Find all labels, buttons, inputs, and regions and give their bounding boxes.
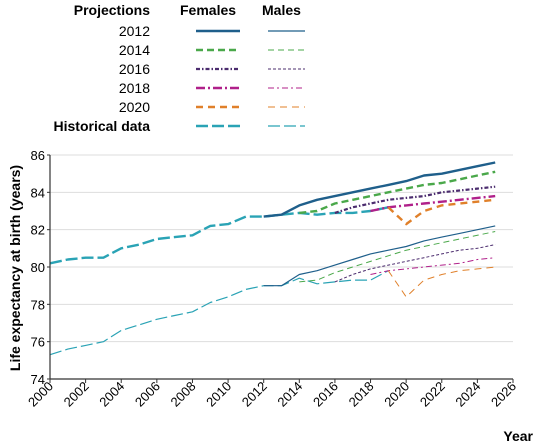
series-line-2016-males	[334, 244, 496, 283]
x-tick-label-2016: 2016	[310, 379, 341, 410]
y-axis-title: Life expectancy at birth (years)	[7, 165, 23, 371]
x-tick-label-2022: 2022	[417, 379, 448, 410]
series-line-2018-females	[370, 194, 496, 213]
legend-header-males: Males	[262, 2, 301, 18]
x-tick-label-2024: 2024	[452, 379, 483, 410]
y-tick-label-74: 74	[31, 372, 45, 387]
legend-label-2018: 2018	[119, 80, 150, 96]
legend-entries: 2012 2014 2016 2018 2020 Historical data	[54, 23, 305, 134]
legend: Projections Females Males 20122014201620…	[54, 2, 305, 134]
series-line-2014-males	[299, 231, 496, 283]
x-tick-label-2002: 2002	[61, 379, 92, 410]
legend-label-2012: 2012	[119, 23, 150, 39]
series-line-2020-females	[387, 198, 496, 226]
y-tick-label-78: 78	[31, 297, 45, 312]
y-tick-label-82: 82	[31, 223, 45, 238]
series-line-2014-females	[299, 170, 496, 215]
legend-header-projections: Projections	[74, 2, 150, 18]
x-tick-label-2020: 2020	[381, 379, 412, 410]
series-line-2012-males	[263, 225, 496, 287]
y-tick-label-80: 80	[31, 260, 45, 275]
x-tick-label-2018: 2018	[346, 379, 377, 410]
x-tick-label-2006: 2006	[132, 379, 163, 410]
legend-label-2020: 2020	[119, 99, 150, 115]
series-lines	[49, 161, 496, 356]
y-tick-label-86: 86	[31, 148, 45, 163]
series-line-2016-females	[334, 185, 496, 214]
series-line-2020-males	[387, 266, 496, 298]
legend-header-females: Females	[180, 2, 236, 18]
x-tick-label-2004: 2004	[96, 379, 127, 410]
series-line-historical-data-males	[49, 270, 389, 356]
x-axis-title: Year	[503, 428, 533, 444]
y-tick-label-84: 84	[31, 185, 45, 200]
x-tick-label-2014: 2014	[274, 379, 305, 410]
legend-label-2014: 2014	[119, 42, 150, 58]
x-tick-label-2008: 2008	[168, 379, 199, 410]
series-line-historical-data-females	[49, 206, 389, 265]
y-tick-label-76: 76	[31, 335, 45, 350]
x-tick-label-2010: 2010	[203, 379, 234, 410]
grid	[50, 154, 513, 380]
series-line-2012-females	[263, 161, 496, 218]
x-tick-label-2012: 2012	[239, 379, 270, 410]
x-tick-label-2026: 2026	[488, 379, 519, 410]
legend-label-historical-data: Historical data	[54, 118, 151, 134]
legend-label-2016: 2016	[119, 61, 150, 77]
